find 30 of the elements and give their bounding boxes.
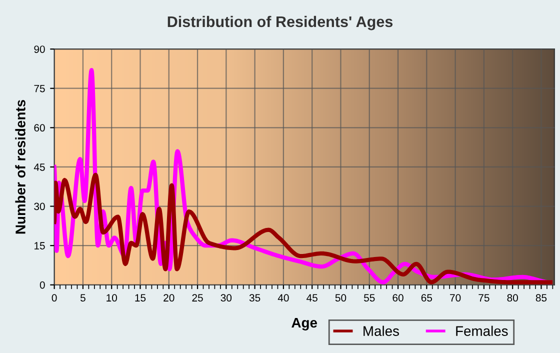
x-tick-label: 70 [450, 294, 461, 302]
y-tick-label: 90 [34, 46, 45, 53]
y-tick-label: 15 [34, 242, 45, 250]
legend-label: Females [456, 326, 508, 336]
x-tick-label: 30 [220, 294, 232, 302]
x-tick-label: 40 [278, 294, 289, 302]
x-tick-label: 55 [364, 294, 375, 302]
y-tick-label: 45 [34, 164, 45, 171]
x-tick-label: 10 [106, 294, 117, 302]
x-tick-label: 65 [421, 294, 432, 302]
x-axis-title: Age [292, 318, 318, 330]
x-tick-label: 35 [249, 294, 260, 302]
x-tick-label: 50 [335, 294, 346, 302]
x-tick-label: 75 [478, 294, 490, 302]
x-tick-label: 0 [52, 294, 57, 302]
chart-title: Distribution of Residents' Ages [168, 16, 393, 30]
y-tick-label: 0 [40, 281, 45, 289]
x-tick-label: 15 [135, 294, 146, 302]
x-tick-label: 85 [536, 294, 547, 302]
y-tick-label: 30 [34, 202, 45, 210]
x-tick-label: 5 [80, 294, 86, 302]
legend-label: Males [364, 326, 399, 336]
x-tick-label: 25 [192, 294, 203, 302]
x-tick-label: 45 [306, 294, 318, 302]
x-tick-label: 60 [392, 294, 404, 302]
y-tick-label: 60 [34, 124, 45, 132]
y-axis-title: Number of residents [15, 100, 26, 234]
x-tick-label: 80 [507, 294, 518, 302]
x-tick-label: 20 [164, 294, 174, 302]
y-tick-label: 75 [34, 84, 45, 92]
